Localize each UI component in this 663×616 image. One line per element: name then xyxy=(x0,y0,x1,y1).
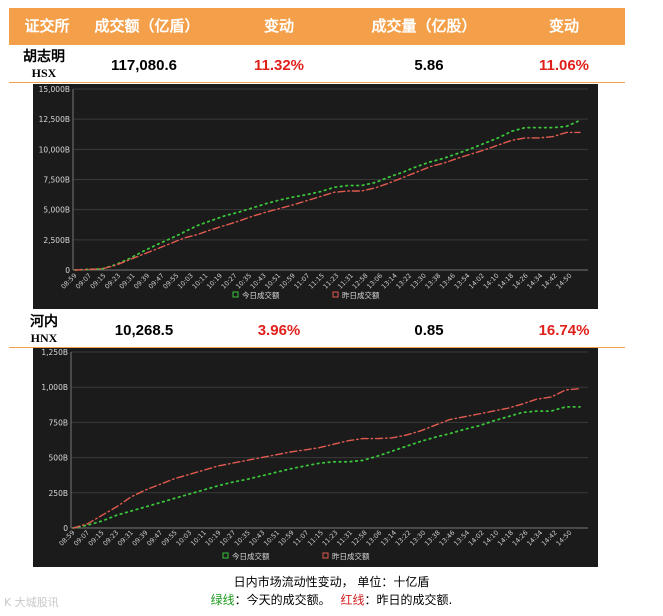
hnx-row: 河内 HNX 10,268.5 3.96% 0.85 16.74% xyxy=(9,310,625,347)
y-tick-label: 1,000B xyxy=(41,383,68,392)
y-tick-label: 0 xyxy=(63,524,68,533)
hnx-value: 10,268.5 xyxy=(114,322,174,339)
legend-label: 今日成交额 xyxy=(242,290,280,300)
hnx-name-code: HNX xyxy=(30,331,58,345)
hsx-volume: 5.86 xyxy=(414,57,444,74)
x-tick-label: 14:50 xyxy=(555,272,574,291)
hnx-chart-svg: 0250B500B750B1,000B1,250B08:5909:0709:15… xyxy=(41,348,588,561)
hnx-volume-change: 16.74% xyxy=(538,322,590,339)
legend-swatch xyxy=(222,552,229,559)
hnx-volume: 0.85 xyxy=(414,322,444,339)
hnx-value-change: 3.96% xyxy=(257,322,301,339)
hnx-chart: 0 250B 500B 750B 1,000B 1,250B 08:59 09:07 09:15… xyxy=(33,348,598,567)
x-tick-label: 14:50 xyxy=(555,529,574,548)
header-exchange: 证交所 xyxy=(24,17,70,35)
y-tick-label: 0 xyxy=(65,266,70,275)
header-value: 成交额（亿盾） xyxy=(94,17,200,35)
hsx-value: 117,080.6 xyxy=(111,57,177,74)
watermark: K 大城股讯 xyxy=(4,596,59,609)
table-header: 证交所 成交额（亿盾） 变动 成交量（亿股） 变动 xyxy=(9,8,625,45)
red-label: 红线 xyxy=(340,593,365,607)
hsx-chart: 0 2,500B 5,000B 7,500B 10,000B 12,500B 15,000B… xyxy=(33,84,598,309)
y-tick-label: 2,500B xyxy=(43,236,70,245)
legend-label: 今日成交额 xyxy=(232,551,270,561)
legend-swatch xyxy=(322,552,329,559)
y-tick-label: 7,500B xyxy=(43,176,70,185)
header-volume-change: 变动 xyxy=(548,17,579,35)
legend-swatch xyxy=(332,291,339,298)
red-text: ：昨日的成交额. xyxy=(364,593,453,607)
y-tick-label: 5,000B xyxy=(43,206,70,215)
hsx-name-cn: 胡志明 xyxy=(23,49,65,65)
footer-unit-note: 日内市场流动性变动， 单位：十亿盾 xyxy=(233,575,430,589)
series-today-line xyxy=(72,406,581,529)
legend-label: 昨日成交额 xyxy=(342,290,380,300)
y-tick-label: 15,000B xyxy=(39,85,70,94)
green-text: ：今天的成交额。 xyxy=(234,593,331,607)
legend-swatch xyxy=(232,291,239,298)
hnx-name-cn: 河内 xyxy=(30,314,58,330)
header-volume: 成交量（亿股） xyxy=(371,17,477,35)
y-tick-label: 12,500B xyxy=(39,115,70,124)
divider xyxy=(9,347,625,348)
series-yesterday-line xyxy=(74,131,581,271)
divider xyxy=(9,82,625,83)
hsx-volume-change: 11.06% xyxy=(538,57,590,74)
hsx-name-code: HSX xyxy=(31,66,57,80)
y-tick-label: 1,250B xyxy=(41,348,68,357)
hsx-value-change: 11.32% xyxy=(253,57,305,74)
header-value-change: 变动 xyxy=(263,17,294,35)
footer-legend-note: 绿线：今天的成交额。 红线：昨日的成交额. xyxy=(0,591,663,608)
series-yesterday-line xyxy=(72,387,581,529)
hnx-name: 河内 HNX xyxy=(9,311,79,346)
y-tick-label: 10,000B xyxy=(39,145,70,154)
hsx-chart-svg: 0 2,500B 5,000B 7,500B 10,000B 12,500B 15,000B… xyxy=(39,85,588,300)
green-label: 绿线 xyxy=(210,593,235,607)
y-tick-label: 750B xyxy=(49,418,68,427)
y-tick-label: 250B xyxy=(49,489,68,498)
legend-label: 昨日成交额 xyxy=(332,551,370,561)
y-tick-label: 500B xyxy=(49,454,68,463)
hsx-name: 胡志明 HSX xyxy=(9,46,79,81)
series-today-line xyxy=(74,119,581,271)
hsx-row: 胡志明 HSX 117,080.6 11.32% 5.86 11.06% xyxy=(9,45,625,82)
